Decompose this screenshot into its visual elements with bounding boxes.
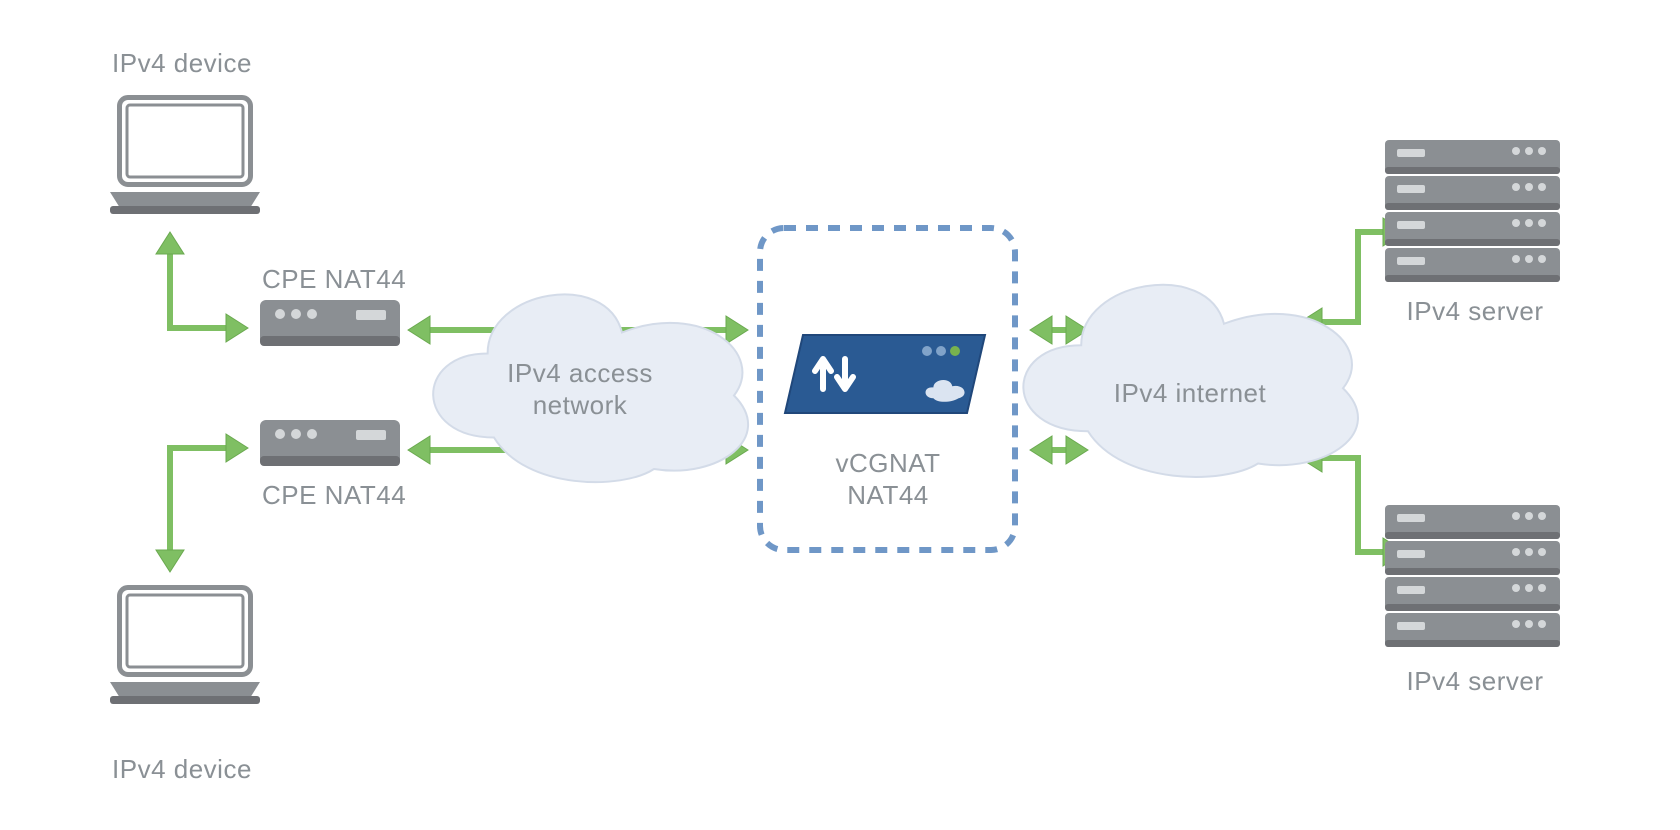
label-vcgnat-l2: NAT44 xyxy=(847,480,929,510)
label-device-bottom: IPv4 device xyxy=(112,754,252,784)
ipv4-server-bottom xyxy=(1385,505,1560,647)
cpe-router-top xyxy=(260,300,400,346)
ipv4-device-laptop-bottom xyxy=(110,590,260,704)
ipv4-device-laptop-top xyxy=(110,100,260,214)
label-internet: IPv4 internet xyxy=(1114,378,1267,408)
label-vcgnat-l1: vCGNAT xyxy=(835,448,940,478)
label-server-bottom: IPv4 server xyxy=(1407,666,1544,696)
diagram-canvas: IPv4 device IPv4 device CPE NAT44 CPE NA… xyxy=(0,0,1680,830)
access-network-cloud xyxy=(433,294,748,482)
label-device-top: IPv4 device xyxy=(112,48,252,78)
label-access-net-l2: network xyxy=(533,390,628,420)
label-cpe-top: CPE NAT44 xyxy=(262,264,406,294)
ipv4-server-top xyxy=(1385,140,1560,282)
label-cpe-bottom: CPE NAT44 xyxy=(262,480,406,510)
label-server-top: IPv4 server xyxy=(1407,296,1544,326)
label-access-net-l1: IPv4 access xyxy=(507,358,653,388)
cpe-router-bottom xyxy=(260,420,400,466)
